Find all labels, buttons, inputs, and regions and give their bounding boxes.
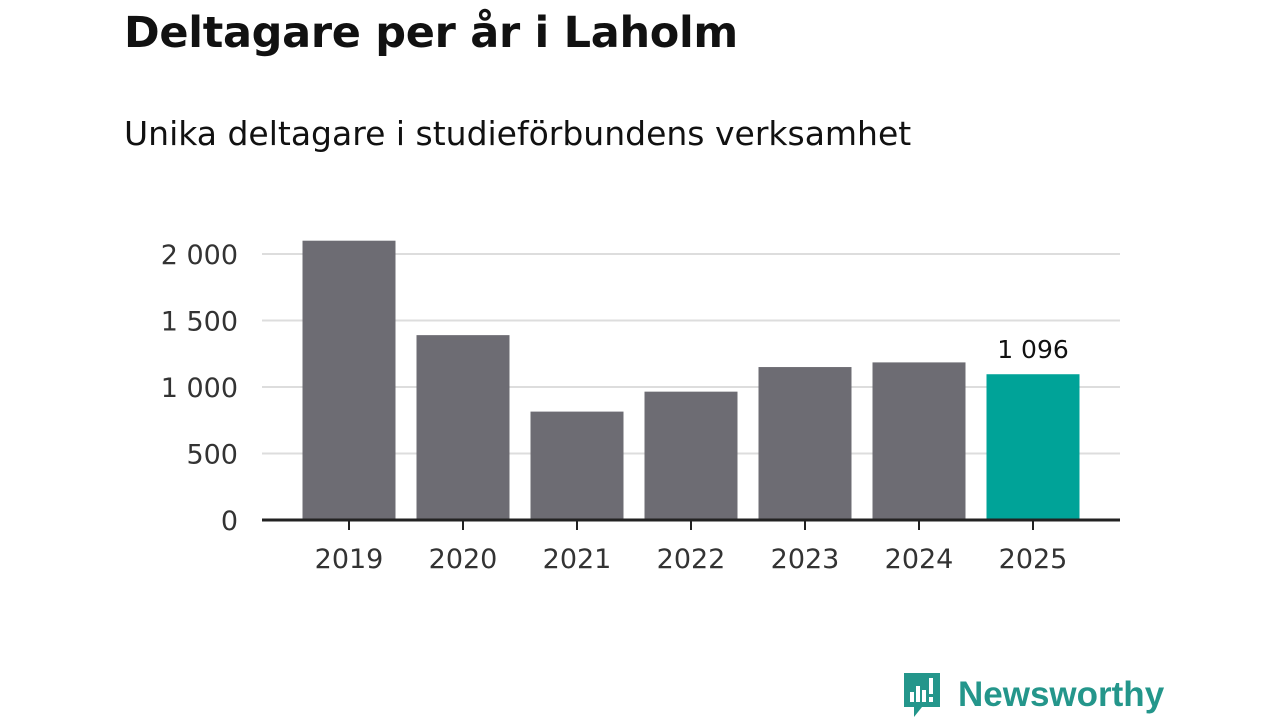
bar xyxy=(758,367,852,520)
y-tick-label: 2 000 xyxy=(161,240,238,271)
x-tick-label: 2021 xyxy=(543,544,612,575)
x-tick-label: 2023 xyxy=(771,544,840,575)
y-tick-label: 500 xyxy=(186,440,238,471)
y-tick-label: 0 xyxy=(221,506,238,537)
chart-title: Deltagare per år i Laholm xyxy=(124,8,738,58)
x-tick-label: 2022 xyxy=(657,544,726,575)
x-tick-label: 2024 xyxy=(885,544,954,575)
bar xyxy=(530,411,624,520)
x-tick-label: 2020 xyxy=(429,544,498,575)
y-tick-label: 1 000 xyxy=(161,373,238,404)
newsworthy-logo-icon xyxy=(904,673,940,717)
bar xyxy=(644,391,738,520)
bar-highlight xyxy=(986,374,1080,520)
bar xyxy=(416,335,510,520)
data-label: 1 096 xyxy=(997,335,1069,364)
bar xyxy=(872,362,966,520)
chart-subtitle: Unika deltagare i studieförbundens verks… xyxy=(124,114,912,153)
brand-name: Newsworthy xyxy=(958,675,1165,714)
bar xyxy=(302,240,396,520)
x-tick-label: 2019 xyxy=(315,544,384,575)
brand-logo: Newsworthy xyxy=(902,670,1164,720)
x-tick-label: 2025 xyxy=(999,544,1068,575)
y-tick-label: 1 500 xyxy=(161,307,238,338)
